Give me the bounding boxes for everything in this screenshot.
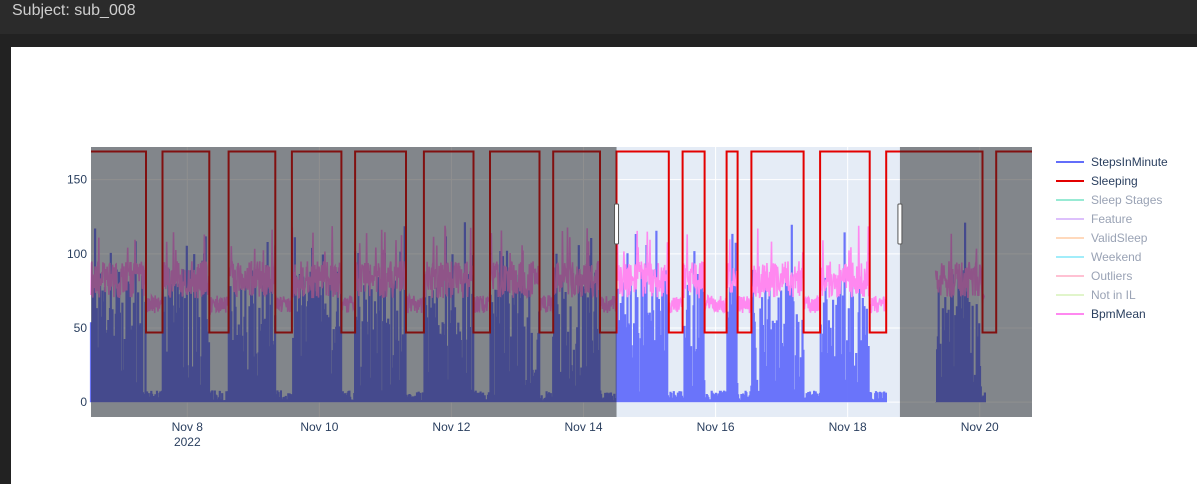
x-tick-label-1: Nov 10	[300, 420, 338, 434]
chart-panel: 0 50 100 150 Nov 8 2022 Nov 10 Nov 12 Nov 14 Nov…	[11, 47, 1197, 484]
legend-label-2: Sleep Stages	[1091, 193, 1162, 207]
legend: StepsInMinute Sleeping Sleep Stages Feature…	[1056, 155, 1168, 321]
legend-item-7[interactable]: Not in IL	[1056, 288, 1136, 302]
legend-item-3[interactable]: Feature	[1056, 212, 1133, 226]
legend-label-0: StepsInMinute	[1091, 155, 1168, 169]
y-tick-label-0: 0	[80, 395, 87, 409]
x-tick-sublabel-0: 2022	[174, 435, 201, 449]
legend-item-4[interactable]: ValidSleep	[1056, 231, 1148, 245]
x-tick-label-2: Nov 12	[432, 420, 470, 434]
legend-item-8[interactable]: BpmMean	[1056, 307, 1146, 321]
shade-right	[899, 147, 1032, 417]
legend-item-1[interactable]: Sleeping	[1056, 174, 1138, 188]
legend-label-5: Weekend	[1091, 250, 1141, 264]
y-tick-label-3: 150	[67, 173, 87, 187]
legend-label-1: Sleeping	[1091, 174, 1138, 188]
y-tick-label-1: 50	[74, 321, 88, 335]
subject-title: Subject: sub_008	[12, 2, 136, 19]
shade-left	[91, 147, 617, 417]
legend-item-2[interactable]: Sleep Stages	[1056, 193, 1162, 207]
x-tick-label-4: Nov 16	[697, 420, 735, 434]
legend-label-7: Not in IL	[1091, 288, 1136, 302]
legend-item-6[interactable]: Outliers	[1056, 269, 1132, 283]
y-tick-label-2: 100	[67, 247, 87, 261]
x-tick-label-3: Nov 14	[564, 420, 602, 434]
legend-label-3: Feature	[1091, 212, 1133, 226]
x-tick-label-5: Nov 18	[829, 420, 867, 434]
range-handle-right[interactable]	[897, 203, 903, 245]
y-axis-ticks: 0 50 100 150	[67, 173, 87, 410]
range-handle-left[interactable]	[614, 203, 620, 245]
legend-label-8: BpmMean	[1091, 307, 1146, 321]
legend-label-6: Outliers	[1091, 269, 1132, 283]
legend-item-0[interactable]: StepsInMinute	[1056, 155, 1168, 169]
x-tick-label-0: Nov 8	[172, 420, 204, 434]
legend-label-4: ValidSleep	[1091, 231, 1148, 245]
title-bar: Subject: sub_008	[0, 0, 1197, 34]
x-tick-label-6: Nov 20	[961, 420, 999, 434]
selection-overlay	[91, 147, 1032, 417]
legend-item-5[interactable]: Weekend	[1056, 250, 1141, 264]
